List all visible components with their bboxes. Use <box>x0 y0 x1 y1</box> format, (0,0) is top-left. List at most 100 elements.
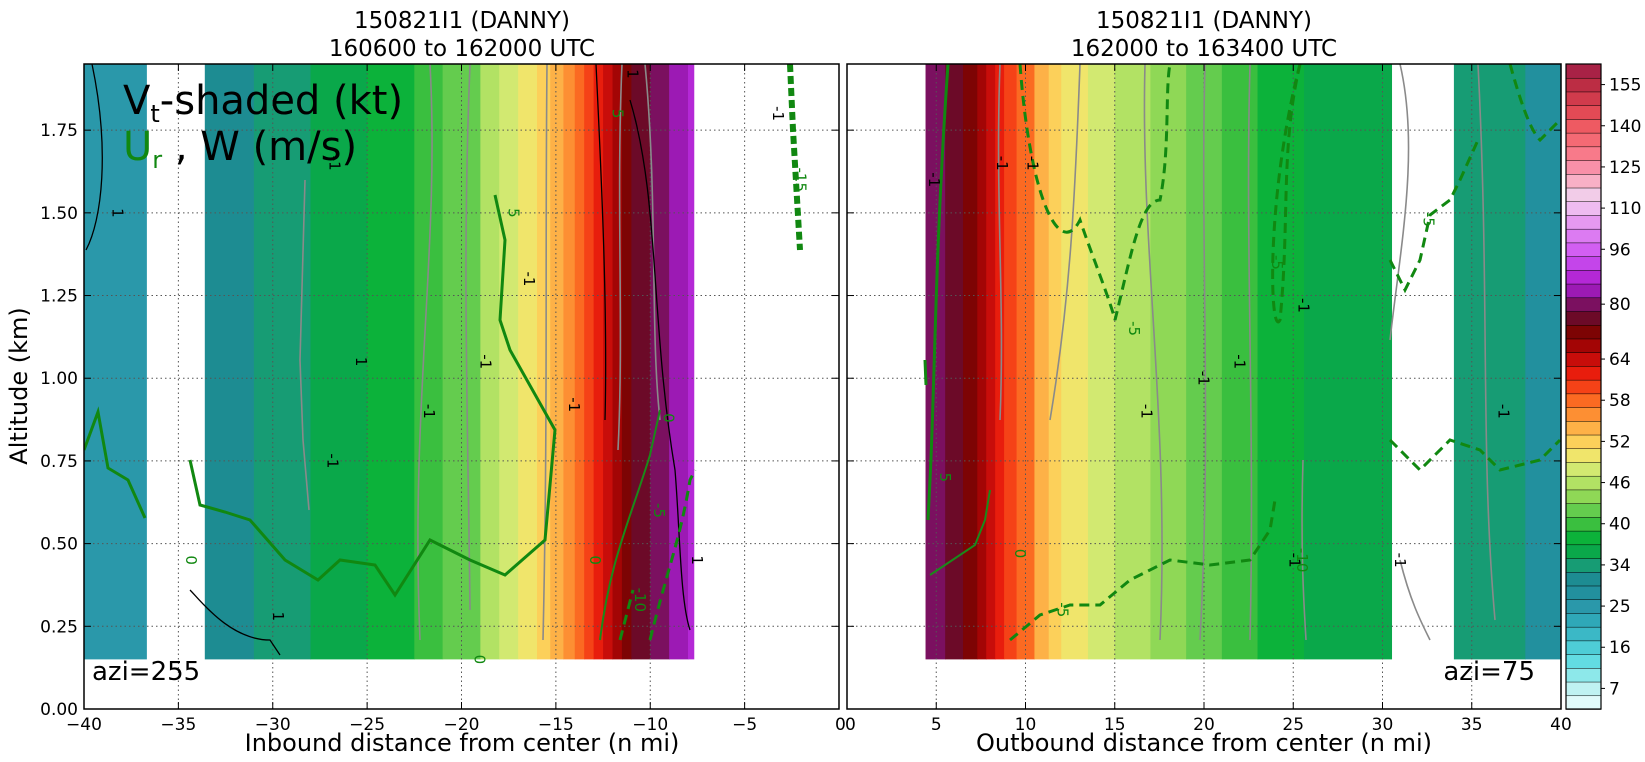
x-tick-label: 25 <box>1282 715 1304 735</box>
colorbar-swatch <box>1565 91 1602 106</box>
colorbar-swatch <box>1565 640 1602 655</box>
colorbar-swatch <box>1565 324 1602 340</box>
y-tick-label: 0.00 <box>40 700 78 720</box>
contour-label: -1 <box>325 156 343 171</box>
vt-band <box>631 64 651 660</box>
y-tick-label: 0.75 <box>40 452 78 472</box>
x-tick-label: −30 <box>255 715 291 735</box>
right-ticks: 0 5 10 15 20 25 30 35 40 <box>845 64 1572 735</box>
left-ylabel: Altitude (km) <box>5 307 33 464</box>
contour-label: -5 <box>1125 321 1143 336</box>
colorbar-swatch <box>1565 77 1602 93</box>
vt-band <box>945 64 964 660</box>
vt-band <box>1034 64 1050 660</box>
contour-label: -5 <box>1420 212 1438 227</box>
x-tick-label: 40 <box>1550 715 1572 735</box>
colorbar-swatch <box>1565 475 1602 491</box>
contour-label: -15 <box>792 168 810 193</box>
vt-band <box>367 64 415 660</box>
colorbar-swatch <box>1565 544 1602 559</box>
colorbar-swatch <box>1565 598 1602 614</box>
contour-label: -1 <box>769 106 787 121</box>
ur-w-legend-text: Ur , W (m/s) <box>123 124 357 174</box>
contour-label: -1 <box>1495 404 1513 419</box>
colorbar-tick-label: 125 <box>1609 158 1641 178</box>
contour-label: 1 <box>624 69 642 79</box>
colorbar-swatch <box>1565 104 1602 120</box>
right-xlabel: Outbound distance from center (n mi) <box>976 729 1432 757</box>
x-tick-label: −20 <box>444 715 480 735</box>
colorbar-swatch <box>1565 297 1602 312</box>
contour-label: -1 <box>520 272 538 287</box>
left-contours <box>84 64 803 656</box>
vt-band <box>1303 64 1393 660</box>
vt-band <box>1453 64 1526 660</box>
contour-label: -1 <box>1286 553 1304 568</box>
left-xlabel: Inbound distance from center (n mi) <box>245 729 680 757</box>
colorbar-swatch <box>1565 200 1602 216</box>
colorbar-swatch <box>1565 448 1602 463</box>
vt-band <box>1525 64 1561 660</box>
colorbar-frame <box>1565 63 1602 710</box>
x-tick-label: 20 <box>1193 715 1215 735</box>
colorbar-tick-label: 140 <box>1609 117 1641 137</box>
vt-band <box>977 64 987 660</box>
vt-band <box>84 64 147 660</box>
colorbar-tick-label: 155 <box>1609 76 1641 96</box>
colorbar-swatch <box>1565 502 1602 518</box>
vt-band <box>1061 64 1089 660</box>
vt-band <box>650 64 670 660</box>
colorbar-swatch <box>1565 159 1602 175</box>
y-tick-label: 1.25 <box>40 287 78 307</box>
x-tick-label: 15 <box>1104 715 1126 735</box>
vt-band <box>253 64 312 660</box>
x-tick-label: 0 <box>835 715 846 735</box>
vt-band <box>414 64 444 660</box>
contour-label: 1 <box>688 555 706 565</box>
colorbar <box>1565 63 1602 710</box>
contour-label: -1 <box>420 404 438 419</box>
colorbar-tick-label: 58 <box>1609 391 1631 411</box>
colorbar-swatch <box>1565 132 1602 148</box>
colorbar-swatch <box>1565 406 1602 422</box>
vt-band <box>963 64 978 660</box>
right-subtitle: 162000 to 163400 UTC <box>1071 36 1337 62</box>
colorbar-swatch <box>1565 585 1602 600</box>
colorbar-swatch <box>1565 681 1602 697</box>
contour-label: -1 <box>993 156 1011 171</box>
x-tick-label: −40 <box>66 715 102 735</box>
colorbar-swatch <box>1565 365 1602 381</box>
contour-label: -10 <box>1293 548 1311 573</box>
colorbar-tick-label: 34 <box>1609 556 1631 576</box>
x-tick-label: −10 <box>632 715 668 735</box>
colorbar-tick-label: 80 <box>1609 295 1631 315</box>
left-vt-shading <box>84 64 695 660</box>
vt-band <box>499 64 519 660</box>
colorbar-tick-label: 46 <box>1609 474 1631 494</box>
contour-label: -1 <box>1023 156 1041 171</box>
colorbar-swatch <box>1565 310 1602 326</box>
x-tick-label: 5 <box>931 715 942 735</box>
vt-band <box>593 64 604 660</box>
contour-label: -5 <box>650 503 668 518</box>
right-contour-labels: -1 -1 -1 -1 -1 -1 -1 -1 -1 -1 5 0 -5 -5 -5 -10 -5 <box>925 156 1512 618</box>
contour-label: -5 <box>1268 255 1286 270</box>
colorbar-swatch <box>1565 420 1602 436</box>
y-tick-label: 1.50 <box>40 204 78 224</box>
vt-band <box>563 64 576 660</box>
vt-band <box>550 64 565 660</box>
contour-label: 0 <box>471 655 489 665</box>
vt-band <box>1087 64 1116 660</box>
contour-label: -1 <box>323 453 341 468</box>
vt-band <box>1221 64 1259 660</box>
colorbar-swatch <box>1565 173 1602 189</box>
x-tick-label: 35 <box>1461 715 1483 735</box>
colorbar-swatch <box>1565 255 1602 271</box>
colorbar-swatch <box>1565 571 1602 587</box>
x-tick-label: −35 <box>160 715 196 735</box>
contour-label: 1 <box>352 357 370 367</box>
x-tick-label: 10 <box>1015 715 1037 735</box>
right-azimuth-label: azi=75 <box>1443 657 1535 687</box>
y-tick-label: 1.00 <box>40 369 78 389</box>
